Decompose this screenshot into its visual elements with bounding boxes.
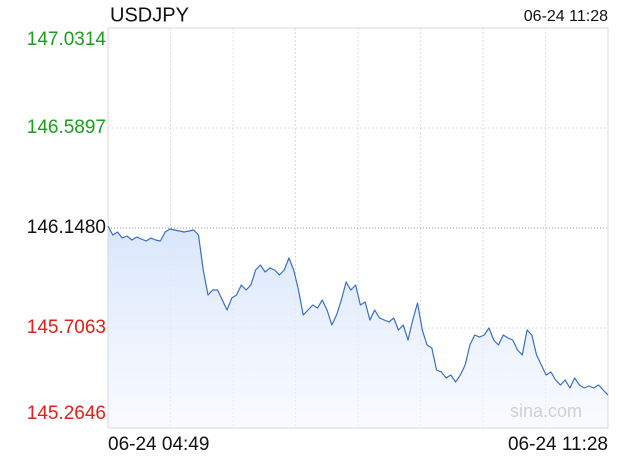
area-fill [108, 226, 608, 428]
x-tick-label: 06-24 04:49 [108, 434, 209, 455]
watermark: sina.com [510, 401, 582, 421]
y-tick-label: 146.1480 [27, 217, 106, 238]
y-tick-label: 145.7063 [27, 317, 106, 338]
y-tick-label: 147.0314 [27, 29, 107, 50]
timestamp: 06-24 11:28 [524, 8, 608, 25]
chart-title: USDJPY [110, 4, 189, 26]
x-tick-label: 06-24 11:28 [508, 434, 608, 455]
y-tick-label: 145.2646 [27, 403, 106, 424]
price-line [107, 225, 609, 396]
y-tick-label: 146.5897 [27, 117, 106, 138]
plot-frame [107, 27, 609, 429]
